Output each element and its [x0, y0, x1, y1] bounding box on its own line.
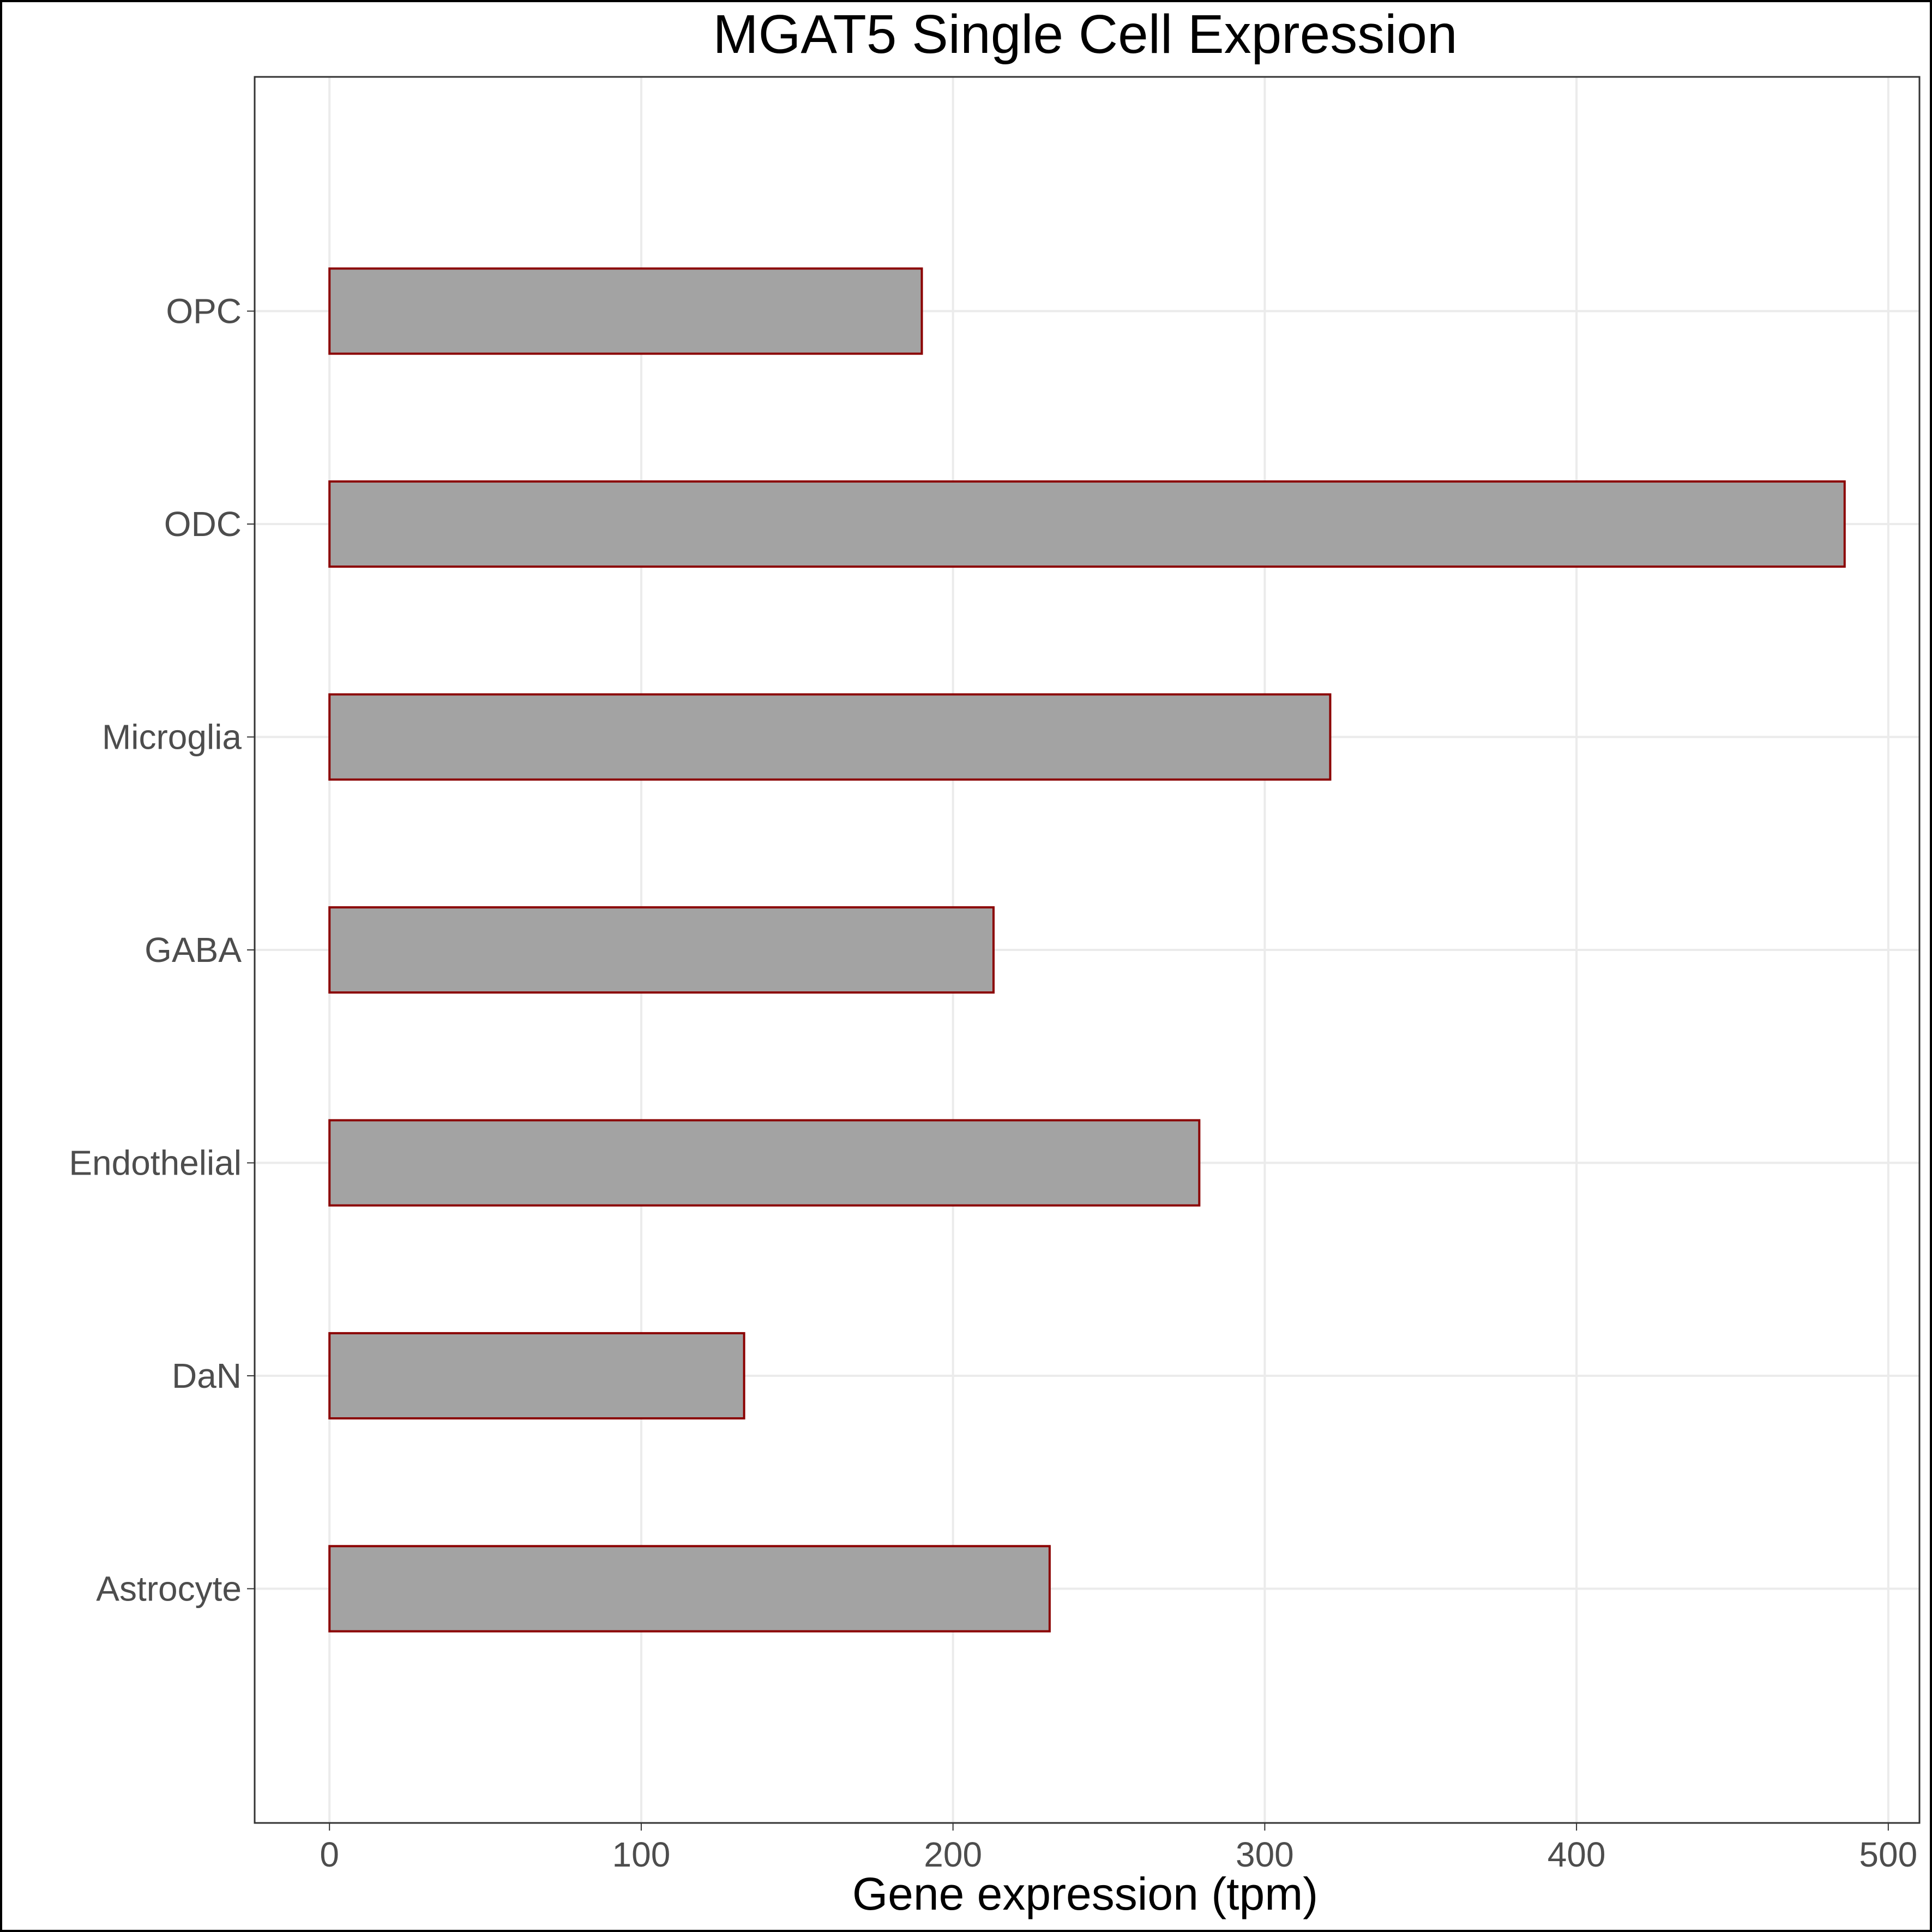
bar-opc	[328, 267, 923, 355]
bars	[328, 267, 1846, 1633]
chart-title: MGAT5 Single Cell Expression	[713, 4, 1457, 65]
x-axis-labels: 0 100 200 300 400 500	[320, 1835, 1917, 1874]
x-tick-label: 0	[320, 1835, 339, 1874]
axis-ticks	[247, 310, 1889, 1831]
bar-microglia	[328, 693, 1332, 781]
x-tick-label: 200	[924, 1835, 982, 1874]
y-axis-labels: Astrocyte DaN Endothelial GABA Microglia ODC O…	[69, 292, 242, 1609]
bar-dan	[328, 1332, 745, 1420]
y-tick-label: OPC	[166, 292, 242, 331]
bar-odc	[328, 480, 1846, 568]
y-tick-label: GABA	[145, 930, 242, 970]
bar-gaba	[328, 906, 995, 994]
bar-endothelial	[328, 1119, 1201, 1207]
bar-astrocyte	[328, 1545, 1051, 1633]
y-tick-label: ODC	[164, 504, 242, 544]
y-tick-label: Endothelial	[69, 1143, 242, 1182]
y-tick-label: DaN	[172, 1356, 242, 1395]
y-tick-label: Astrocyte	[96, 1569, 242, 1608]
x-tick-label: 500	[1859, 1835, 1917, 1874]
x-tick-label: 300	[1236, 1835, 1294, 1874]
x-tick-label: 400	[1548, 1835, 1606, 1874]
y-tick-label: Microglia	[102, 718, 242, 757]
x-tick-label: 100	[612, 1835, 671, 1874]
x-axis-title: Gene expression (tpm)	[852, 1868, 1318, 1919]
